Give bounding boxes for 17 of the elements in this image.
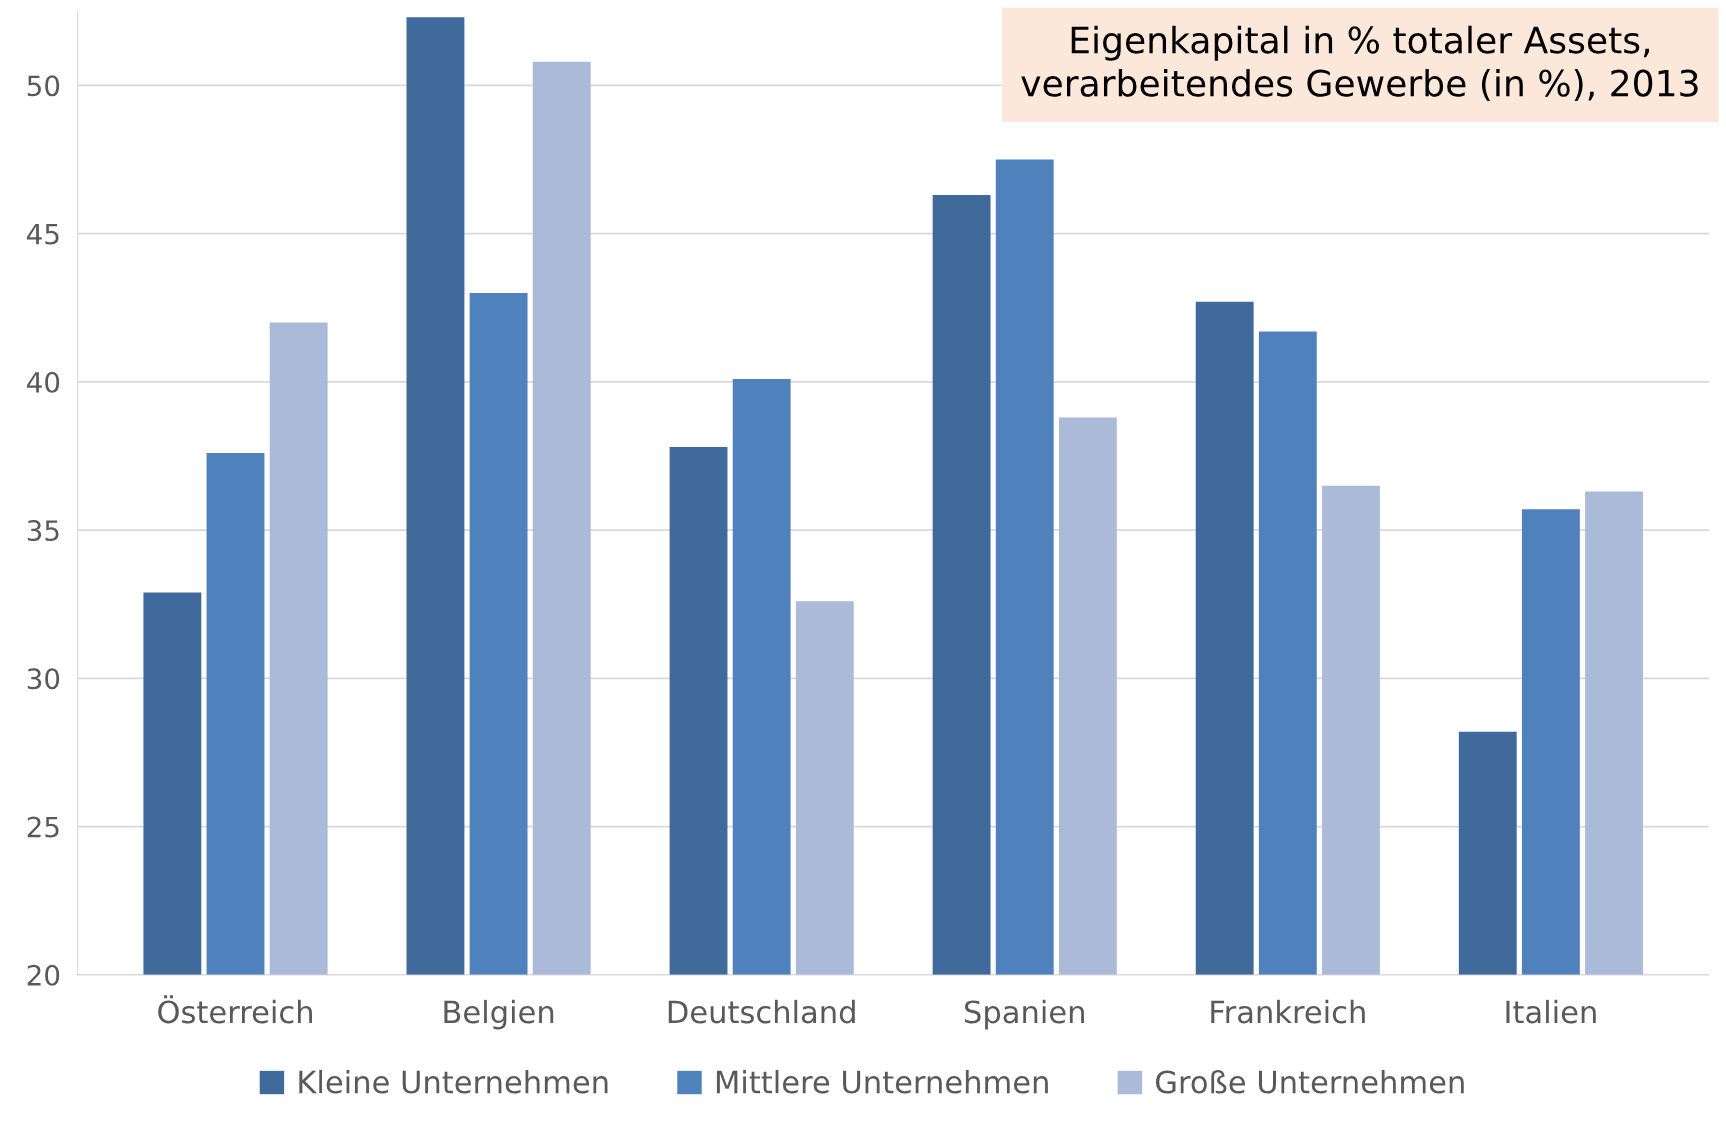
legend-label: Kleine Unternehmen xyxy=(299,1069,608,1094)
legend-label: Mittlere Unternehmen xyxy=(716,1069,1048,1094)
x-tick-label: Belgien xyxy=(444,999,554,1030)
y-tick-label: 40 xyxy=(27,371,60,393)
y-tick-label: 20 xyxy=(27,964,60,986)
x-tick-label: Deutschland xyxy=(668,999,855,1024)
legend-label: Große Unternehmen xyxy=(1156,1069,1464,1094)
x-tick-label: Frankreich xyxy=(1211,999,1365,1024)
x-tick-label: Italien xyxy=(1506,999,1596,1024)
y-tick-label: 50 xyxy=(27,75,60,97)
y-tick-label: 45 xyxy=(27,223,59,245)
x-tick-label: Spanien xyxy=(964,999,1084,1030)
y-tick-label: 25 xyxy=(27,816,59,838)
x-tick-label: Österreich xyxy=(158,995,312,1024)
y-tick-label: 35 xyxy=(27,520,59,542)
y-tick-label: 30 xyxy=(27,668,60,690)
text: Eigenkapital in % totaler Assets, verarbeitendes Gewerbe (in %), 2013 xyxy=(1021,25,1698,102)
